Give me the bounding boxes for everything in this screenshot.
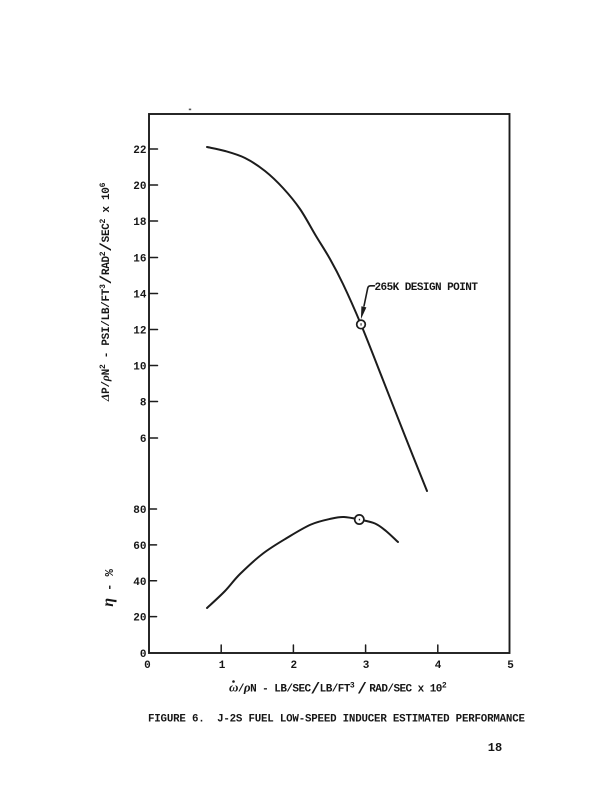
svg-text:3: 3 xyxy=(363,660,370,672)
svg-text:60: 60 xyxy=(133,541,146,553)
svg-text:12: 12 xyxy=(133,326,146,338)
svg-text:FIGURE 6. J-2S FUEL LOW-SPEED: FIGURE 6. J-2S FUEL LOW-SPEED INDUCER ES… xyxy=(148,714,525,726)
svg-text:0: 0 xyxy=(144,660,151,672)
svg-text:18: 18 xyxy=(133,217,147,229)
svg-text:ω/ρN - LB/SEC/LB/FT3/RAD/SEC x: ω/ρN - LB/SEC/LB/FT3/RAD/SEC x 102 xyxy=(229,680,447,699)
svg-text:18: 18 xyxy=(488,741,502,755)
svg-text:ΔP/ρN2 - PSI/LB/FT3/RAD2/SEC2: ΔP/ρN2 - PSI/LB/FT3/RAD2/SEC2 x 106 xyxy=(98,182,116,402)
svg-text:2: 2 xyxy=(290,660,297,672)
svg-text:5: 5 xyxy=(507,660,514,672)
svg-text:22: 22 xyxy=(133,145,146,157)
svg-text:40: 40 xyxy=(133,577,146,589)
svg-text:20: 20 xyxy=(133,181,146,193)
svg-text:265K DESIGN POINT: 265K DESIGN POINT xyxy=(375,282,479,294)
svg-text:8: 8 xyxy=(140,398,147,410)
svg-text:20: 20 xyxy=(133,613,146,625)
svg-text:1: 1 xyxy=(219,660,226,672)
svg-text:0: 0 xyxy=(140,649,147,661)
svg-text:6: 6 xyxy=(140,434,147,446)
svg-text:10: 10 xyxy=(133,362,146,374)
svg-text:4: 4 xyxy=(435,660,442,672)
svg-text:80: 80 xyxy=(133,505,146,517)
svg-text:16: 16 xyxy=(133,254,146,266)
svg-text:14: 14 xyxy=(133,290,147,302)
svg-text:η - %: η - % xyxy=(100,568,117,606)
